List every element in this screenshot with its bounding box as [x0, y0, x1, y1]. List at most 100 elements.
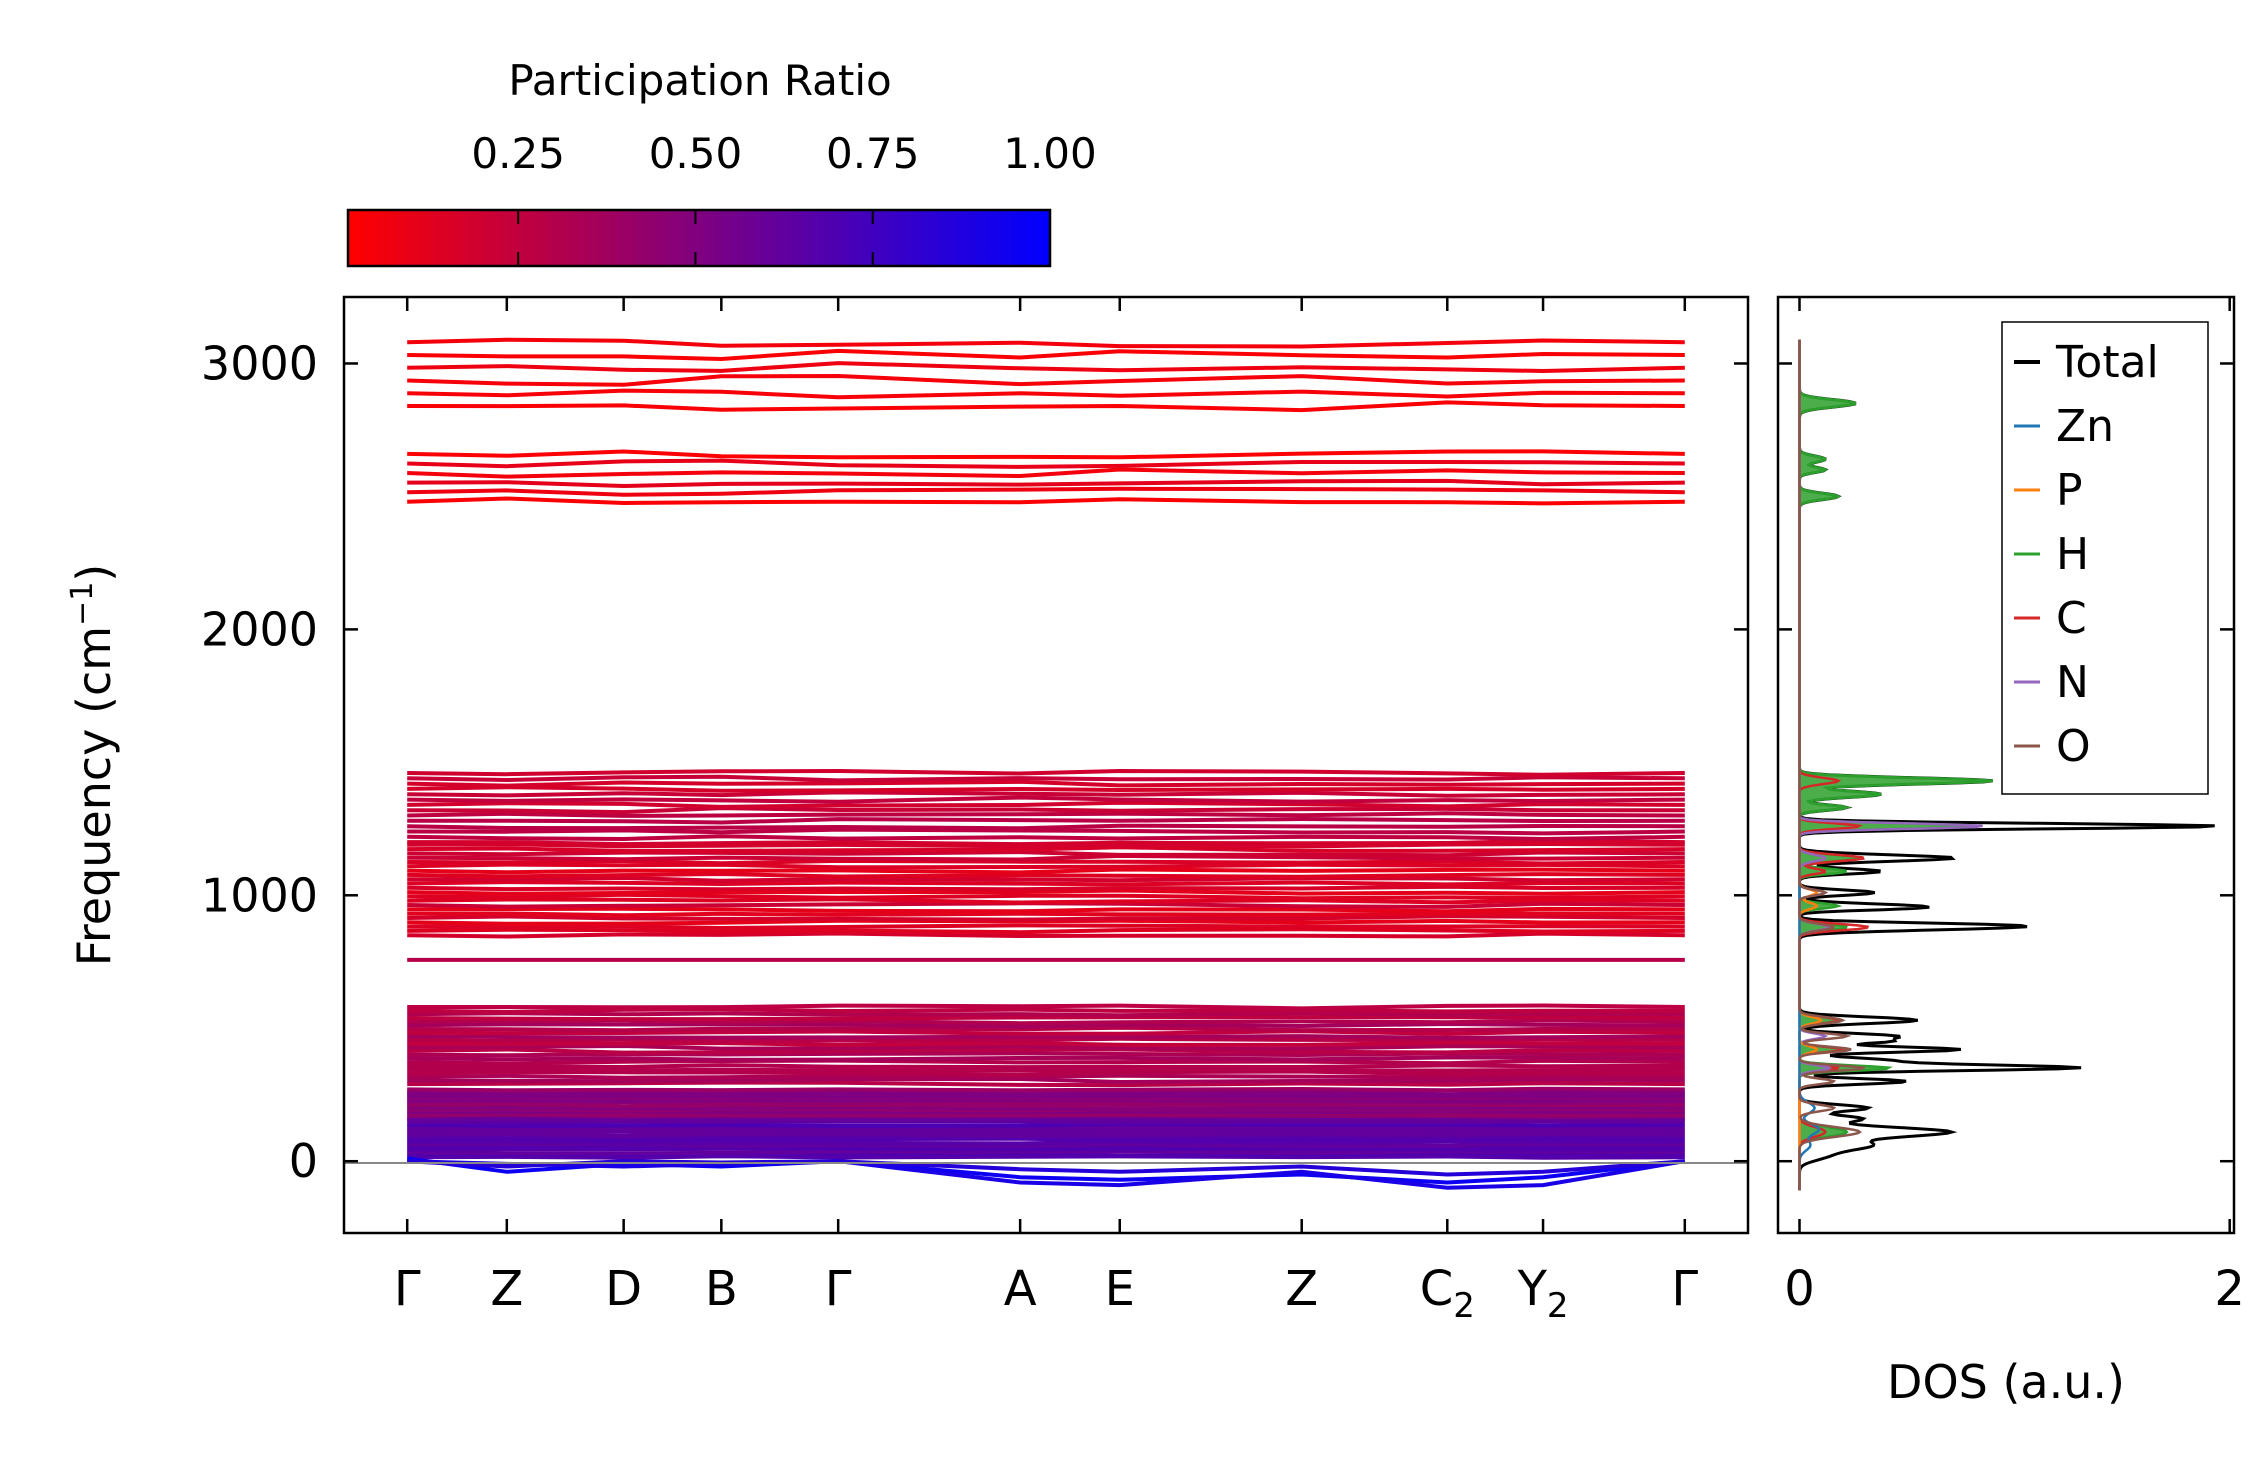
band-line	[407, 927, 1685, 935]
band-line	[407, 361, 1685, 374]
high-symmetry-label: B	[705, 1261, 738, 1317]
band-line	[407, 827, 1685, 836]
band-line	[407, 1055, 1685, 1062]
legend-frame	[2001, 321, 2209, 795]
band-line	[407, 768, 1685, 777]
band-line	[407, 449, 1685, 460]
band-line	[407, 806, 1685, 815]
band-line	[407, 779, 1685, 788]
band-line	[407, 888, 1685, 896]
band-line	[407, 458, 1685, 469]
legend-label-C: C	[2056, 593, 2087, 644]
high-symmetry-label: Z	[1285, 1261, 1318, 1317]
band-line	[407, 1067, 1685, 1073]
band-line	[407, 834, 1685, 842]
band-line	[407, 1051, 1685, 1058]
band-line	[407, 897, 1685, 905]
colorbar-tick-label: 0.25	[471, 129, 565, 178]
high-symmetry-label: A	[1004, 1261, 1037, 1317]
band-line	[407, 1131, 1685, 1138]
band-line	[407, 838, 1685, 847]
band-line	[407, 1025, 1685, 1033]
band-line	[407, 388, 1685, 400]
band-line	[407, 911, 1685, 918]
band-line	[407, 875, 1685, 883]
band-line	[407, 496, 1685, 506]
colorbar-gradient	[346, 208, 1052, 268]
dos-x-tick-label: 0	[1784, 1261, 1815, 1317]
band-line	[407, 337, 1685, 349]
legend-label-N: N	[2056, 657, 2089, 708]
legend-label-H: H	[2056, 529, 2089, 580]
band-line	[407, 1040, 1685, 1048]
band-line	[407, 906, 1685, 914]
high-symmetry-label: D	[605, 1261, 642, 1317]
y-tick-label: 3000	[201, 336, 318, 390]
band-line	[407, 1047, 1685, 1055]
band-line	[407, 1139, 1685, 1146]
band-line	[407, 1043, 1685, 1051]
band-line	[407, 1144, 1685, 1151]
colorbar: Participation Ratio 0.25 0.50 0.75 1.00	[346, 56, 1097, 268]
band-line	[407, 774, 1685, 783]
legend-label-Zn: Zn	[2056, 401, 2114, 452]
band-line	[407, 1007, 1685, 1014]
band-line	[407, 1111, 1685, 1118]
band-line	[407, 1036, 1685, 1044]
band-line	[407, 1146, 1685, 1153]
high-symmetry-label: Γ	[825, 1261, 852, 1317]
band-line	[407, 1086, 1685, 1093]
band-line	[407, 853, 1685, 862]
colorbar-tick-label: 1.00	[1003, 129, 1097, 178]
band-panel: 0 1000 2000 3000 Γ Z D B Γ A E Z C2 Y2 Γ Frequency (c…	[65, 295, 1750, 1326]
legend-label-P: P	[2056, 465, 2083, 516]
dos-panel-frame	[1776, 295, 2236, 1235]
band-line	[407, 871, 1685, 879]
band-line	[407, 862, 1685, 870]
band-line	[407, 1003, 1685, 1011]
band-line	[407, 348, 1685, 362]
band-line	[407, 1015, 1685, 1022]
band-line	[407, 785, 1685, 793]
legend-label-Total: Total	[2055, 337, 2159, 388]
band-line	[407, 841, 1685, 849]
band-line	[407, 400, 1685, 413]
band-line	[407, 1073, 1685, 1080]
band-line	[407, 1034, 1685, 1040]
band-line	[407, 800, 1685, 809]
band-line	[407, 1021, 1685, 1029]
band-line	[407, 1104, 1685, 1111]
high-symmetry-label: Z	[490, 1261, 523, 1317]
band-line	[407, 823, 1685, 831]
dos-x-tick-label: 2	[2214, 1261, 2245, 1317]
dos-axis-label: DOS (a.u.)	[1887, 1355, 2125, 1409]
band-line	[407, 1011, 1685, 1018]
legend-label-O: O	[2056, 721, 2091, 772]
colorbar-tick-label: 0.75	[826, 129, 920, 178]
band-line	[407, 880, 1685, 887]
y-tick-label: 1000	[201, 868, 318, 922]
band-line	[407, 811, 1685, 818]
band-line	[407, 1080, 1685, 1088]
band-line	[407, 845, 1685, 853]
band-line	[407, 850, 1685, 858]
high-symmetry-label: E	[1105, 1261, 1135, 1317]
band-line	[407, 1154, 1685, 1160]
high-symmetry-label: C2	[1420, 1261, 1475, 1326]
band-line	[407, 1029, 1685, 1037]
colorbar-title: Participation Ratio	[508, 56, 891, 105]
y-tick-label: 0	[289, 1134, 318, 1188]
band-line	[407, 1058, 1685, 1066]
dos-curve-O	[1798, 339, 1867, 1191]
band-line	[407, 486, 1685, 497]
band-line	[407, 467, 1685, 479]
band-line	[407, 858, 1685, 866]
band-line	[407, 1076, 1685, 1085]
band-line	[407, 795, 1685, 804]
band-line	[407, 790, 1685, 798]
band-line	[407, 884, 1685, 892]
